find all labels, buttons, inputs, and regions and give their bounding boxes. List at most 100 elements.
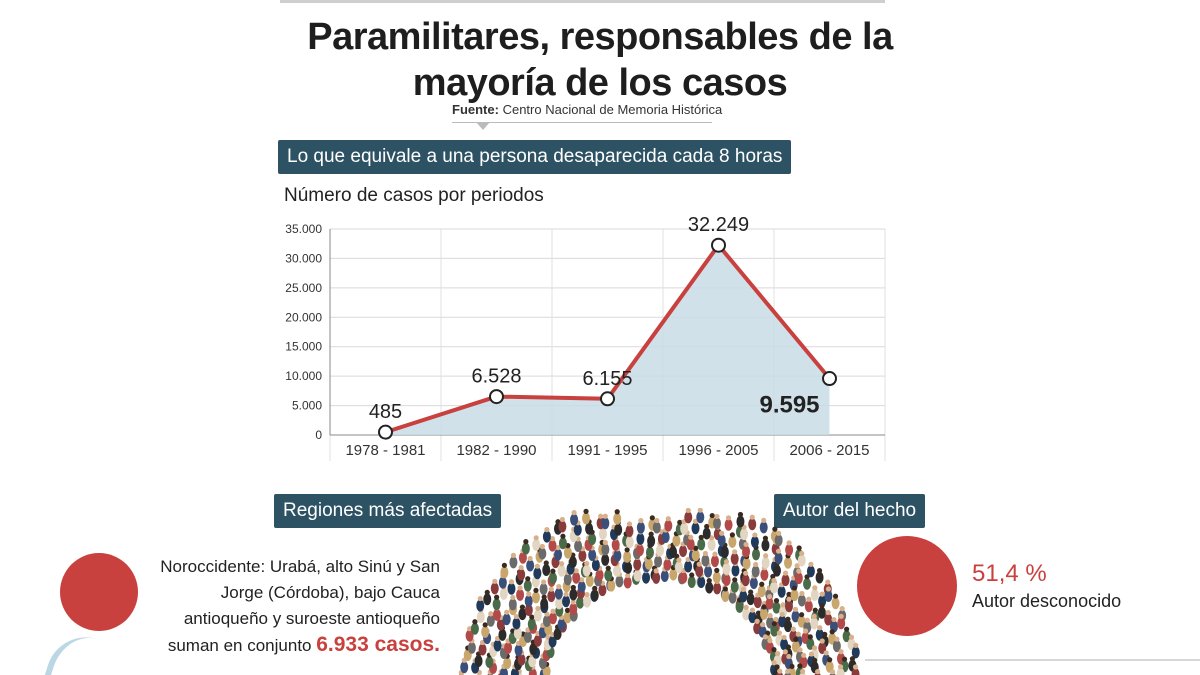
person-figure (539, 582, 548, 595)
person-figure (476, 611, 485, 624)
person-head (556, 584, 562, 590)
person-figure (750, 535, 759, 548)
person-figure (533, 567, 542, 580)
person-figure (583, 595, 592, 608)
person-figure (680, 522, 689, 535)
person-head (753, 561, 759, 568)
person-head (559, 561, 565, 567)
person-figure (772, 564, 781, 577)
person-figure (751, 565, 760, 578)
person-figure (660, 570, 669, 583)
person-figure (644, 557, 653, 570)
person-figure (721, 589, 730, 602)
person-head (782, 649, 788, 655)
person-head (526, 591, 532, 597)
person-head (665, 516, 671, 522)
data-label: 9.595 (759, 392, 819, 419)
person-head (535, 605, 541, 612)
person-figure (652, 521, 661, 534)
person-figure (518, 608, 527, 621)
person-figure (598, 584, 607, 597)
person-head (714, 513, 720, 520)
person-figure (518, 551, 527, 564)
person-head (714, 567, 720, 573)
person-figure (684, 560, 693, 573)
person-figure (523, 630, 532, 643)
person-figure (508, 598, 517, 611)
person-head (605, 565, 611, 571)
person-head (737, 511, 744, 518)
person-figure (563, 573, 572, 586)
person-head (827, 657, 833, 663)
banner-top: Lo que equivale a una persona desapareci… (278, 140, 792, 174)
person-figure (679, 571, 688, 584)
person-head (527, 555, 533, 562)
person-head (771, 621, 777, 627)
person-head (773, 616, 779, 623)
person-figure (625, 524, 634, 537)
person-head (777, 668, 783, 674)
x-tick-label: 1982 - 1990 (456, 442, 536, 459)
person-figure (478, 643, 487, 656)
person-figure (740, 528, 749, 541)
person-figure (576, 596, 585, 609)
person-figure (749, 577, 758, 590)
person-head (848, 634, 855, 640)
person-figure (730, 580, 739, 593)
person-figure (528, 655, 537, 668)
region-highlight: 6.933 casos. (316, 633, 440, 656)
person-head (697, 508, 703, 513)
person-head (791, 585, 798, 591)
person-figure (742, 557, 751, 570)
person-figure (759, 521, 768, 534)
person-figure (512, 617, 521, 630)
person-head (852, 664, 859, 670)
person-head (501, 562, 507, 568)
person-head (825, 579, 831, 585)
person-figure (728, 591, 737, 604)
person-figure (810, 617, 819, 630)
person-figure (517, 653, 526, 666)
person-head (825, 609, 831, 616)
person-figure (652, 571, 661, 584)
person-head (804, 617, 810, 623)
person-figure (818, 642, 827, 655)
person-head (774, 664, 780, 670)
y-tick-label: 10.000 (285, 369, 322, 383)
person-figure (585, 522, 594, 535)
person-head (579, 577, 585, 583)
chart-title: Número de casos por periodos (284, 185, 544, 206)
person-head (776, 530, 782, 536)
author-percent: 51,4 % (972, 560, 1047, 587)
person-head (510, 552, 517, 558)
person-head (549, 536, 556, 542)
person-head (802, 628, 809, 634)
person-figure (613, 564, 622, 577)
person-figure (601, 517, 610, 530)
x-tick-label: 1991 - 1995 (567, 442, 647, 459)
person-figure (498, 628, 507, 641)
data-point (711, 237, 726, 253)
person-head (786, 540, 792, 546)
person-head (743, 604, 749, 611)
person-head (776, 630, 783, 636)
person-head (743, 570, 749, 576)
person-figure (601, 553, 610, 566)
person-figure (731, 564, 740, 577)
person-head (466, 626, 473, 632)
person-figure (493, 639, 502, 652)
person-figure (524, 603, 533, 616)
data-label: 485 (369, 401, 402, 423)
person-head (523, 539, 529, 545)
person-head (748, 589, 754, 595)
person-figure (548, 572, 557, 585)
person-figure (787, 667, 796, 675)
person-figure (735, 600, 744, 613)
person-figure (669, 545, 678, 558)
person-head (688, 534, 694, 540)
person-figure (784, 556, 793, 569)
person-head (799, 612, 805, 618)
person-head (472, 619, 478, 625)
person-head (598, 513, 604, 519)
person-head (794, 563, 800, 569)
